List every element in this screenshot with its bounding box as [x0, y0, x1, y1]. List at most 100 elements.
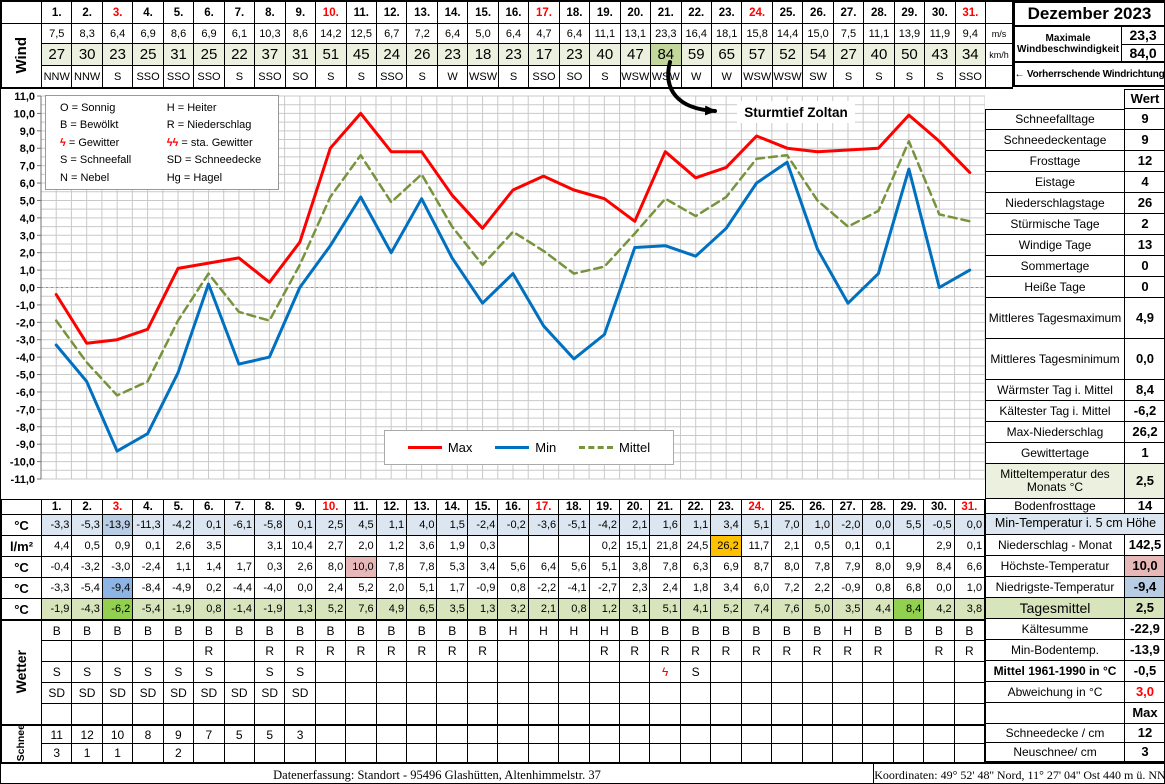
wind-speed-kmh-cell: 17: [528, 43, 559, 65]
blank-row-cell: [558, 703, 589, 724]
temp-max-cell: 6,6: [953, 556, 986, 577]
max-wind-label: Maximale Windbeschwindigkeit: [1017, 32, 1120, 56]
cloud-row-cell: B: [619, 621, 649, 640]
cloud-row-cell: H: [831, 621, 862, 640]
stat-label: Niederschlag - Monat: [985, 535, 1124, 556]
legend-symbol: N: [60, 171, 68, 184]
wind-speed-kmh-cell: 23: [497, 43, 529, 65]
wind-dir-cell: WSW: [741, 65, 772, 87]
legend-symbol: ϟϟ: [166, 136, 179, 149]
y-axis-label: 8,0: [20, 143, 35, 155]
precipitation-cell: 0,5: [801, 535, 832, 556]
wind-speed-ms-cell: 16,4: [680, 23, 711, 43]
legend-entry: O = Sonnig: [60, 101, 116, 114]
stat-value: 0: [1124, 277, 1164, 298]
y-axis-label: 9,0: [20, 126, 35, 138]
cloud-row-cell: B: [679, 621, 710, 640]
stat-row: Wert: [985, 89, 1164, 109]
wind-dir-cell: S: [223, 65, 255, 87]
snowfall-row-cell: [740, 661, 772, 682]
row-unit-label: °C: [1, 514, 41, 535]
snow-depth-row-cell: [771, 726, 801, 743]
rain-row-cell: R: [679, 640, 711, 661]
soil-min-temp-cell: 0,1: [193, 514, 224, 535]
blank-row-cell: [527, 703, 559, 724]
stat-value: 8,4: [1124, 380, 1164, 401]
temp-max-cell: 8,7: [740, 556, 772, 577]
snowcover-row-cell: [527, 682, 559, 703]
snowfall-row-cell: S: [193, 661, 224, 682]
corner-cell: [1, 499, 41, 514]
snow-depth-row-cell: [710, 726, 740, 743]
day-header-cell: 11.: [345, 499, 376, 514]
stat-row: Max-Niederschlag 26,2: [985, 422, 1164, 443]
snowcover-row-cell: [801, 682, 832, 703]
snow-depth-row-cell: [892, 726, 923, 743]
stat-value: -22,9: [1124, 619, 1164, 640]
blank-row-cell: [831, 703, 863, 724]
snow-depth-row-cell: [923, 726, 953, 743]
day-header-cell: 24.: [741, 1, 772, 23]
wind-speed-kmh-cell: 23: [558, 43, 590, 65]
weather-label-cell: [1, 640, 41, 661]
temp-min-cell: 1,7: [436, 577, 467, 598]
min-line: [54, 160, 972, 453]
series-legend-label: Max: [447, 440, 473, 455]
day-header-cell: 10.: [314, 499, 346, 514]
temp-mean-cell: 3,2: [497, 598, 528, 619]
soil-min-temp-cell: 1,0: [801, 514, 832, 535]
stat-label: [985, 89, 1124, 109]
legend-entry: R = Niederschlag: [166, 119, 252, 131]
y-axis-label: 4,0: [20, 213, 35, 225]
max-wind-ms-value: 23,3: [1122, 27, 1164, 45]
temp-min-cell: 0,8: [862, 577, 893, 598]
wind-speed-ms-cell: 6,1: [223, 23, 255, 43]
ms-unit-label: m/s: [985, 23, 1014, 43]
stat-label: Wärmster Tag i. Mittel: [985, 380, 1124, 401]
snow-depth-row-cell: 11: [41, 726, 71, 743]
temp-min-cell: -0,9: [466, 577, 498, 598]
precipitation-cell: 0,5: [71, 535, 102, 556]
temp-max-cell: 1,1: [162, 556, 194, 577]
statistics-panel: Wert Schneefalltage 9 Schneedeckentage 9 Fros…: [985, 89, 1164, 762]
blank-row-cell: [771, 703, 802, 724]
day-header-cell: 25.: [771, 1, 803, 23]
wind-ms-row: 7,5 8,3 6,4 6,9 8,6 6,9 6,1 10,3 8,6 14,2 12,5 6,7 7…: [1, 23, 1014, 43]
wind-speed-kmh-cell: 54: [802, 43, 833, 65]
snow-depth-row-cell: [588, 726, 619, 743]
temp-max-cell: 5,1: [588, 556, 620, 577]
cloud-row-cell: B: [71, 621, 101, 640]
snowcover-row-cell: [862, 682, 893, 703]
soil-min-temp-cell: 0,0: [862, 514, 893, 535]
stat-label: Min-Temperatur i. 5 cm Höhe: [985, 514, 1164, 535]
rain-row-cell: [497, 640, 528, 661]
temp-max-cell: -3,0: [101, 556, 133, 577]
temp-mean-cell: 6,5: [406, 598, 437, 619]
day-header-cell: 29.: [893, 1, 925, 23]
stat-row: Heiße Tage 0: [985, 277, 1164, 298]
cloud-row-cell: B: [101, 621, 132, 640]
stat-value: 4,9: [1124, 298, 1164, 339]
precipitation-cell: [558, 535, 589, 556]
wind-dir-cell: NNW: [71, 65, 102, 87]
precipitation-cell: 0,1: [831, 535, 863, 556]
y-axis-label: 5,0: [20, 195, 35, 207]
precipitation-cell: 0,1: [132, 535, 163, 556]
wind-dir-cell: WSW: [467, 65, 498, 87]
snow-depth-row-cell: [345, 726, 375, 743]
temp-max-cell: 1,4: [193, 556, 224, 577]
temp-max-cell: 6,3: [679, 556, 711, 577]
temp-mean-cell: -1,9: [41, 598, 72, 619]
stat-value: 13: [1124, 235, 1164, 256]
stat-value: 142,5: [1124, 535, 1164, 556]
cloud-row-cell: B: [41, 621, 71, 640]
soil-min-temp-cell: 7,0: [771, 514, 802, 535]
temp-mean-cell: 7,6: [345, 598, 376, 619]
y-axis-label: -9,0: [16, 439, 35, 451]
wind-speed-kmh-cell: 52: [771, 43, 803, 65]
blank-row-cell: [436, 703, 467, 724]
snowfall-row-cell: [588, 661, 620, 682]
precipitation-cell: [497, 535, 528, 556]
legend-entry: S = Schneefall: [60, 154, 132, 166]
